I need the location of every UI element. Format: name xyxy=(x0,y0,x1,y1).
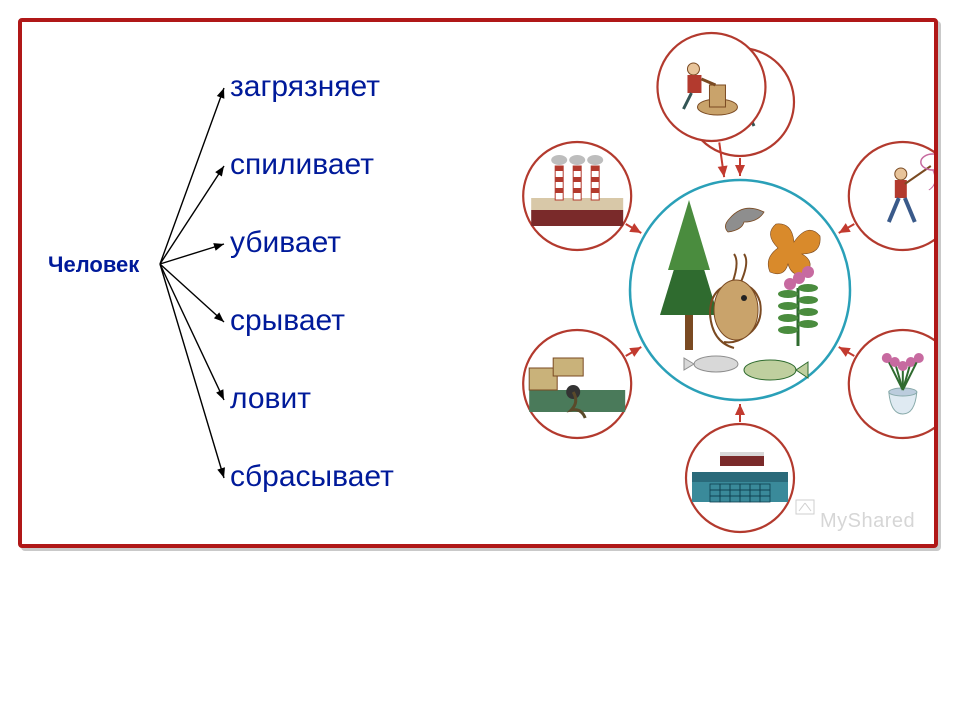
verb-dumps: сбрасывает xyxy=(230,460,394,494)
watermark: MyShared xyxy=(820,510,915,533)
verb-pollutes: загрязняет xyxy=(230,70,380,104)
verb-picks: срывает xyxy=(230,304,345,338)
subject-label: Человек xyxy=(48,252,139,278)
verb-kills: убивает xyxy=(230,226,341,260)
content-frame xyxy=(18,18,938,548)
verb-catches: ловит xyxy=(230,382,311,416)
slide: Человек загрязняет спиливает убивает сры… xyxy=(0,0,960,720)
verb-saws: спиливает xyxy=(230,148,374,182)
